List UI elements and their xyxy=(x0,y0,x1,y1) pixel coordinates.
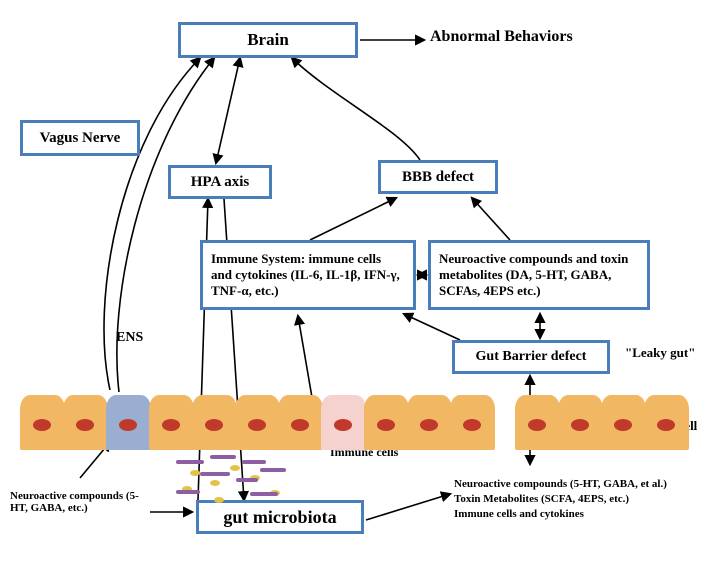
neuroactive-compounds-label: Neuroactive compounds (5-HT, GABA, etc.) xyxy=(10,490,150,514)
epithelial-cell xyxy=(644,395,689,450)
vagus-nerve-box: Vagus Nerve xyxy=(20,120,140,156)
brain-label: Brain xyxy=(247,30,289,50)
microbe-dot xyxy=(210,480,220,486)
microbe-rod xyxy=(210,455,236,459)
ens-label: ENS xyxy=(116,330,143,346)
microbe-rod xyxy=(236,478,258,482)
gut-barrier-box: Gut Barrier defect xyxy=(452,340,610,374)
abnormal-behaviors-label: Abnormal Behaviors xyxy=(430,28,573,46)
epithelial-cell xyxy=(278,395,323,450)
microbe-rod xyxy=(250,492,278,496)
epithelial-cell xyxy=(558,395,603,450)
microbe-dot xyxy=(230,465,240,471)
microbe-rod xyxy=(200,472,230,476)
epithelial-cell xyxy=(364,395,409,450)
right-list-1: Neuroactive compounds (5-HT, GABA, et al… xyxy=(454,478,667,490)
epithelial-cell xyxy=(63,395,108,450)
epithelial-cell xyxy=(20,395,65,450)
immune-system-box: Immune System: immune cells and cytokine… xyxy=(200,240,416,310)
neuroactive-box: Neuroactive compounds and toxin metaboli… xyxy=(428,240,650,310)
microbe-rod xyxy=(176,460,204,464)
microbe-rod xyxy=(242,460,266,464)
brain-box: Brain xyxy=(178,22,358,58)
epithelial-cell xyxy=(192,395,237,450)
epithelial-cell xyxy=(515,395,560,450)
bbb-defect-box: BBB defect xyxy=(378,160,498,194)
microbe-rod xyxy=(260,468,286,472)
epithelial-cell xyxy=(450,395,495,450)
gut-microbiota-box: gut microbiota xyxy=(196,500,364,534)
microbe-dot xyxy=(214,497,224,503)
hpa-axis-box: HPA axis xyxy=(168,165,272,199)
epithelial-cell xyxy=(149,395,194,450)
right-list-2: Toxin Metabolites (SCFA, 4EPS, etc.) xyxy=(454,493,629,505)
right-list-3: Immune cells and cytokines xyxy=(454,508,584,520)
leaky-gut-label: "Leaky gut" xyxy=(625,345,695,361)
immune-cell xyxy=(321,395,366,450)
epithelial-cell-row xyxy=(0,395,714,455)
microbe-rod xyxy=(176,490,200,494)
ens-cell xyxy=(106,395,151,450)
epithelial-cell xyxy=(407,395,452,450)
microbe-dot xyxy=(190,470,200,476)
epithelial-cell xyxy=(601,395,646,450)
epithelial-cell xyxy=(235,395,280,450)
